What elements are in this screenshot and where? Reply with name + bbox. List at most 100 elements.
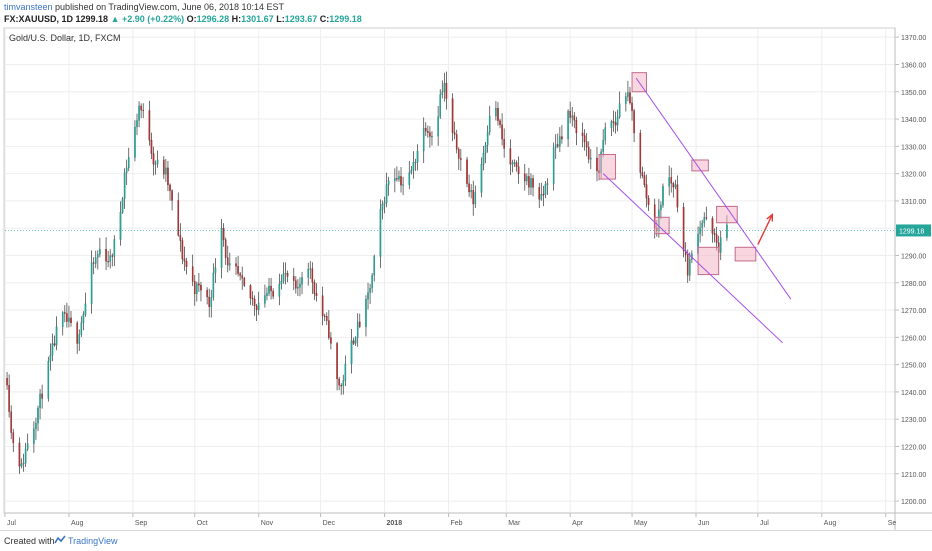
candle-up xyxy=(398,176,399,179)
candle-up xyxy=(124,173,125,199)
time-tick-label: Sep xyxy=(135,520,148,527)
candle-down xyxy=(518,167,519,174)
price-tick-label: 1200.00 xyxy=(901,499,926,506)
candle-up xyxy=(221,228,222,267)
candle-up xyxy=(440,95,441,117)
price-tick-label: 1230.00 xyxy=(901,417,926,424)
candle-down xyxy=(198,284,199,285)
candle-up xyxy=(23,463,24,464)
candle-up xyxy=(37,408,38,423)
candle-up xyxy=(213,273,214,297)
candle-down xyxy=(223,228,224,240)
candle-up xyxy=(384,203,385,204)
candle-down xyxy=(237,266,238,273)
highlight-box xyxy=(717,206,738,222)
candle-down xyxy=(178,200,179,235)
candle-up xyxy=(56,327,57,345)
candle-up xyxy=(308,269,309,277)
candle-up xyxy=(409,173,410,185)
time-tick-label: Nov xyxy=(261,520,274,527)
candle-up xyxy=(110,256,111,262)
candle-down xyxy=(105,249,106,261)
candle-up xyxy=(485,145,486,153)
candle-down xyxy=(11,412,12,433)
candle-up xyxy=(279,284,280,296)
price-axis[interactable]: 1200.00 1210.00 1220.00 1230.00 1240.00 1250.… xyxy=(895,35,926,506)
candle-up xyxy=(431,136,432,137)
candle-up xyxy=(25,449,26,463)
highlight-box xyxy=(599,155,616,180)
candle-up xyxy=(481,164,482,192)
candle-down xyxy=(557,145,558,147)
candle-up xyxy=(39,394,40,408)
candle-down xyxy=(543,194,544,195)
price-chart[interactable]: 1200.00 1210.00 1220.00 1230.00 1240.00 1250.… xyxy=(0,0,932,530)
tradingview-brand-link[interactable]: TradingView xyxy=(68,536,118,546)
candle-down xyxy=(206,290,207,297)
candle-up xyxy=(126,168,127,173)
candle-down xyxy=(143,110,144,111)
candle-up xyxy=(372,275,373,288)
candle-up xyxy=(343,381,344,386)
candle-up xyxy=(85,304,86,315)
candle-up xyxy=(120,212,121,239)
candle-down xyxy=(200,285,201,290)
time-tick-label: Aug xyxy=(71,520,84,527)
candle-up xyxy=(27,444,28,450)
candle-down xyxy=(180,235,181,240)
candle-down xyxy=(456,134,457,149)
created-with-label: Created with xyxy=(4,536,55,546)
candle-up xyxy=(62,312,63,326)
price-tick-label: 1370.00 xyxy=(901,35,926,42)
candle-up xyxy=(559,137,560,147)
candle-down xyxy=(239,274,240,276)
candle-up xyxy=(541,194,542,199)
candle-up xyxy=(444,83,445,91)
candle-down xyxy=(673,183,674,187)
price-tick-label: 1290.00 xyxy=(901,253,926,260)
price-tick-label: 1310.00 xyxy=(901,199,926,206)
candle-up xyxy=(357,322,358,338)
candle-up xyxy=(417,151,418,162)
candle-up xyxy=(355,338,356,344)
candle-down xyxy=(254,299,255,306)
candle-up xyxy=(423,128,424,151)
candle-down xyxy=(425,128,426,131)
candle-up xyxy=(299,284,300,287)
candle-up xyxy=(128,157,129,168)
price-tick-label: 1340.00 xyxy=(901,117,926,124)
candle-down xyxy=(510,149,511,165)
highlight-box xyxy=(735,247,756,261)
candle-up xyxy=(114,239,115,256)
price-tick-label: 1350.00 xyxy=(901,90,926,97)
candle-up xyxy=(660,205,661,210)
price-tick-label: 1320.00 xyxy=(901,172,926,179)
candle-up xyxy=(268,286,269,293)
candle-up xyxy=(211,297,212,306)
candle-up xyxy=(52,344,53,355)
plot-area[interactable] xyxy=(4,28,895,513)
price-tick-label: 1270.00 xyxy=(901,308,926,315)
candle-down xyxy=(501,125,502,139)
candle-down xyxy=(341,385,342,386)
time-tick-label: Dec xyxy=(323,520,336,527)
time-tick-label: Aug xyxy=(824,520,837,527)
candle-up xyxy=(382,204,383,209)
candle-up xyxy=(619,104,620,117)
time-axis[interactable]: Jul Aug Sep Oct Nov Dec 2018 Feb Mar Apr May Jun Jul… xyxy=(5,513,896,527)
candle-up xyxy=(489,116,490,132)
candle-down xyxy=(574,116,575,120)
candle-down xyxy=(153,154,154,165)
candle-up xyxy=(512,163,513,164)
candle-down xyxy=(452,99,453,133)
candle-up xyxy=(590,158,591,159)
candle-up xyxy=(367,293,368,300)
candle-up xyxy=(285,273,286,274)
candle-up xyxy=(281,281,282,284)
candle-up xyxy=(365,299,366,326)
candle-up xyxy=(310,269,311,270)
tradingview-logo-icon xyxy=(54,535,66,545)
candle-down xyxy=(516,163,517,167)
candle-down xyxy=(683,207,684,251)
candle-down xyxy=(93,263,94,264)
